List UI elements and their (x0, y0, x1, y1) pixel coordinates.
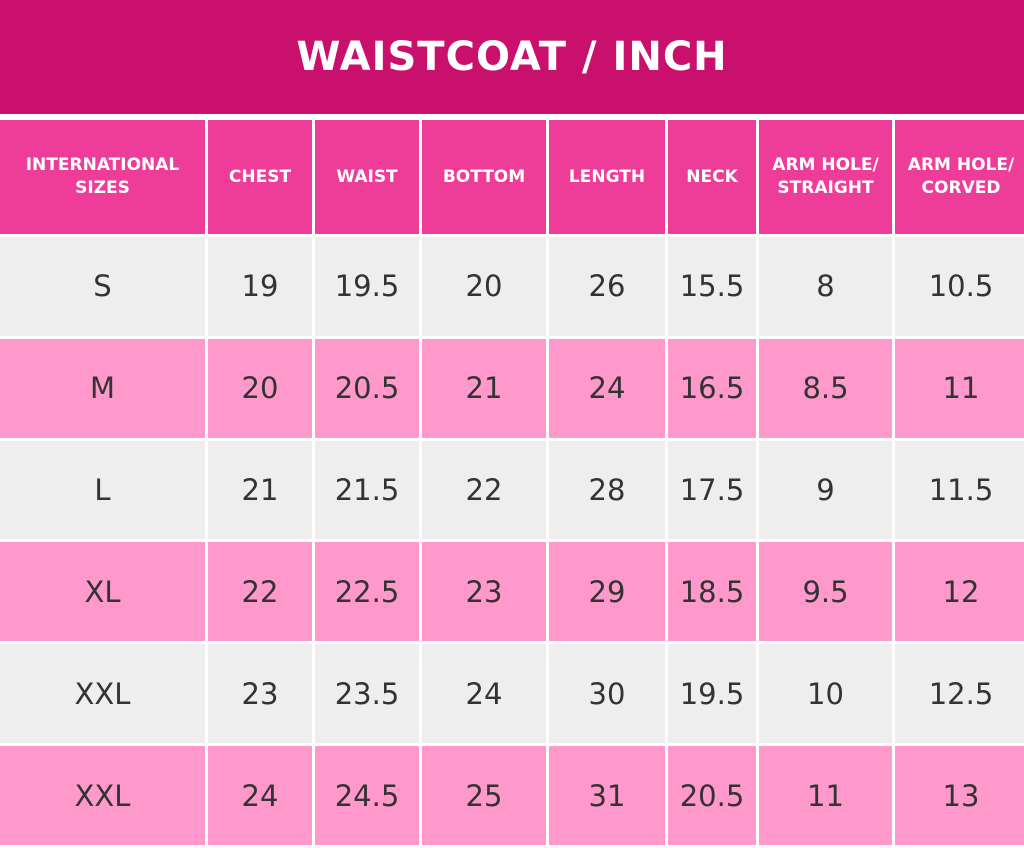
cell-arm-hole-corved: 10.5 (895, 237, 1024, 336)
cell-neck: 18.5 (668, 542, 756, 642)
header-neck: NECK (668, 120, 756, 234)
cell-size: XXL (0, 746, 205, 845)
cell-waist: 19.5 (315, 237, 419, 336)
cell-neck: 15.5 (668, 237, 756, 336)
cell-length: 31 (549, 746, 665, 845)
header-waist: WAIST (315, 120, 419, 234)
header-arm-hole-straight: ARM HOLE/ STRAIGHT (759, 120, 892, 234)
cell-waist: 23.5 (315, 644, 419, 744)
table-row: XXL 24 24.5 25 31 20.5 11 13 (0, 746, 1024, 845)
table-row: XL 22 22.5 23 29 18.5 9.5 12 (0, 542, 1024, 642)
cell-length: 24 (549, 338, 665, 438)
cell-length: 29 (549, 542, 665, 642)
cell-bottom: 23 (422, 542, 546, 642)
header-chest: CHEST (208, 120, 312, 234)
cell-bottom: 24 (422, 644, 546, 744)
cell-waist: 20.5 (315, 338, 419, 438)
cell-arm-hole-straight: 8.5 (759, 338, 892, 438)
cell-chest: 21 (208, 440, 312, 540)
cell-arm-hole-straight: 9 (759, 440, 892, 540)
cell-arm-hole-straight: 11 (759, 746, 892, 845)
cell-chest: 22 (208, 542, 312, 642)
header-row: INTERNATIONAL SIZES CHEST WAIST BOTTOM L… (0, 120, 1024, 234)
cell-size: L (0, 440, 205, 540)
cell-bottom: 25 (422, 746, 546, 845)
cell-bottom: 22 (422, 440, 546, 540)
cell-arm-hole-straight: 10 (759, 644, 892, 744)
cell-chest: 20 (208, 338, 312, 438)
page-title: WAISTCOAT / INCH (296, 34, 728, 80)
title-bar: WAISTCOAT / INCH (0, 0, 1024, 114)
cell-chest: 23 (208, 644, 312, 744)
cell-neck: 19.5 (668, 644, 756, 744)
cell-arm-hole-corved: 11 (895, 338, 1024, 438)
cell-length: 26 (549, 237, 665, 336)
cell-arm-hole-corved: 12 (895, 542, 1024, 642)
cell-arm-hole-straight: 9.5 (759, 542, 892, 642)
cell-size: M (0, 338, 205, 438)
table-row: M 20 20.5 21 24 16.5 8.5 11 (0, 338, 1024, 438)
cell-waist: 22.5 (315, 542, 419, 642)
cell-neck: 16.5 (668, 338, 756, 438)
table-row: XXL 23 23.5 24 30 19.5 10 12.5 (0, 644, 1024, 744)
cell-arm-hole-corved: 11.5 (895, 440, 1024, 540)
table-row: S 19 19.5 20 26 15.5 8 10.5 (0, 237, 1024, 336)
cell-length: 28 (549, 440, 665, 540)
cell-bottom: 20 (422, 237, 546, 336)
cell-length: 30 (549, 644, 665, 744)
cell-arm-hole-corved: 13 (895, 746, 1024, 845)
header-bottom: BOTTOM (422, 120, 546, 234)
table-row: L 21 21.5 22 28 17.5 9 11.5 (0, 440, 1024, 540)
cell-size: XXL (0, 644, 205, 744)
cell-neck: 17.5 (668, 440, 756, 540)
cell-arm-hole-corved: 12.5 (895, 644, 1024, 744)
cell-size: XL (0, 542, 205, 642)
cell-waist: 21.5 (315, 440, 419, 540)
cell-neck: 20.5 (668, 746, 756, 845)
cell-waist: 24.5 (315, 746, 419, 845)
cell-bottom: 21 (422, 338, 546, 438)
cell-chest: 19 (208, 237, 312, 336)
cell-size: S (0, 237, 205, 336)
cell-arm-hole-straight: 8 (759, 237, 892, 336)
header-arm-hole-corved: ARM HOLE/ CORVED (895, 120, 1024, 234)
header-international-sizes: INTERNATIONAL SIZES (0, 120, 205, 234)
header-length: LENGTH (549, 120, 665, 234)
size-chart-table: INTERNATIONAL SIZES CHEST WAIST BOTTOM L… (0, 117, 1024, 848)
cell-chest: 24 (208, 746, 312, 845)
